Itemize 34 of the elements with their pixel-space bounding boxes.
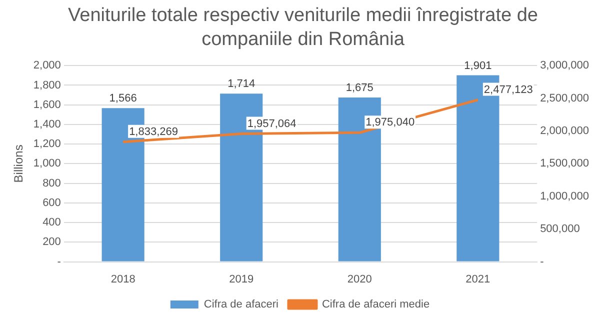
- legend-label: Cifra de afaceri medie: [322, 298, 430, 311]
- y-tick-label: 600: [42, 196, 61, 209]
- data-label: 2,477,123: [484, 84, 533, 96]
- y2-tick-label: 2,000,000: [540, 125, 589, 138]
- y2-tick-label: 1,000,000: [540, 190, 589, 202]
- legend-label: Cifra de afaceri: [204, 298, 278, 311]
- chart-title: Veniturile totale respectiv veniturile medii înregistrate de companiile din România: [67, 4, 539, 52]
- data-label: 1,901: [464, 60, 492, 72]
- y2-tick-label: 2,500,000: [540, 92, 589, 104]
- data-label: 1,833,269: [129, 126, 178, 138]
- y-tick-label: 800: [42, 177, 61, 190]
- y2-tick-label: 500,000: [540, 223, 580, 236]
- y-tick-label: 1,800: [33, 79, 61, 92]
- y-tick-label: 1,000: [33, 158, 61, 170]
- x-tick-label: 2018: [110, 273, 136, 286]
- y2-tick-label: 1,500,000: [540, 158, 589, 170]
- y-tick-label: 2,000: [33, 60, 61, 72]
- x-tick-label: 2019: [229, 273, 254, 286]
- y2-tick-label: -: [540, 256, 544, 268]
- data-label: 1,714: [228, 78, 256, 90]
- y-tick-label: 400: [42, 216, 61, 229]
- y2-tick-label: 3,000,000: [540, 60, 589, 72]
- y-tick-label: 1,400: [33, 118, 61, 130]
- y-tick-label: -: [57, 256, 62, 268]
- x-tick-label: 2021: [466, 273, 490, 286]
- y-tick-label: 1,600: [33, 98, 61, 111]
- y-axis-title: Billions: [12, 144, 26, 183]
- data-label: 1,566: [109, 92, 137, 105]
- x-tick-label: 2020: [347, 273, 372, 286]
- data-label: 1,675: [346, 82, 374, 94]
- data-label: 1,957,064: [247, 118, 296, 130]
- data-label: 1,975,040: [366, 116, 415, 129]
- y-tick-label: 1,200: [33, 138, 61, 150]
- y-tick-label: 200: [42, 236, 61, 248]
